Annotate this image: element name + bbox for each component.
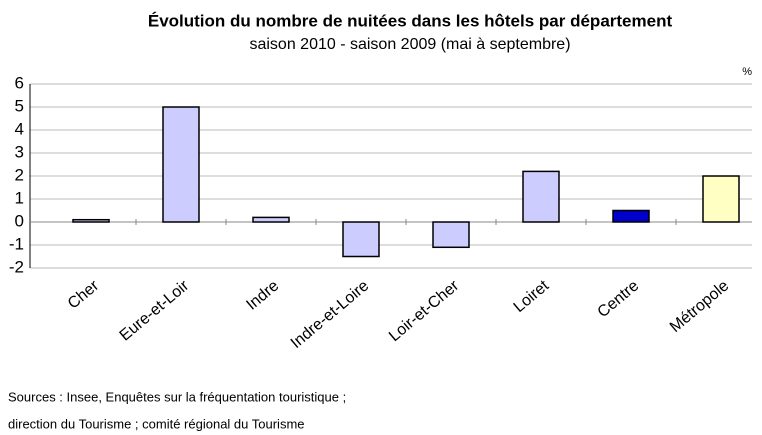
x-tick-label: Loiret — [511, 277, 553, 316]
bar — [72, 218, 110, 223]
bar — [612, 209, 650, 223]
source-line: Sources : Insee, Enquêtes sur la fréquen… — [8, 389, 346, 404]
bar — [702, 175, 740, 223]
y-tick-label: 3 — [15, 142, 24, 161]
x-tick-label: Eure-et-Loir — [117, 277, 193, 345]
x-tick-label: Indre — [243, 277, 282, 314]
x-tick-label: Centre — [595, 277, 643, 321]
source-line: direction du Tourisme ; comité régional … — [8, 416, 305, 431]
chart-title: Évolution du nombre de nuitées dans les … — [148, 11, 673, 30]
x-tick-label: Cher — [65, 277, 103, 313]
x-tick-label: Loir-et-Cher — [386, 277, 463, 345]
x-tick-label: Métropole — [667, 277, 733, 336]
chart-subtitle: saison 2010 - saison 2009 (mai à septemb… — [249, 36, 570, 53]
y-tick-label: 2 — [15, 165, 24, 184]
bar — [162, 106, 200, 223]
bar — [342, 221, 380, 258]
y-tick-label: -1 — [9, 234, 24, 253]
unit-label: % — [742, 66, 752, 78]
bar — [252, 216, 290, 223]
y-tick-label: -2 — [9, 257, 24, 276]
bar — [522, 170, 560, 223]
y-tick-label: 0 — [15, 211, 24, 230]
y-tick-label: 6 — [15, 73, 24, 92]
bar — [432, 221, 470, 249]
y-tick-label: 1 — [15, 188, 24, 207]
x-tick-label: Indre-et-Loire — [288, 277, 373, 352]
y-tick-label: 4 — [15, 119, 24, 138]
y-tick-label: 5 — [15, 96, 24, 115]
